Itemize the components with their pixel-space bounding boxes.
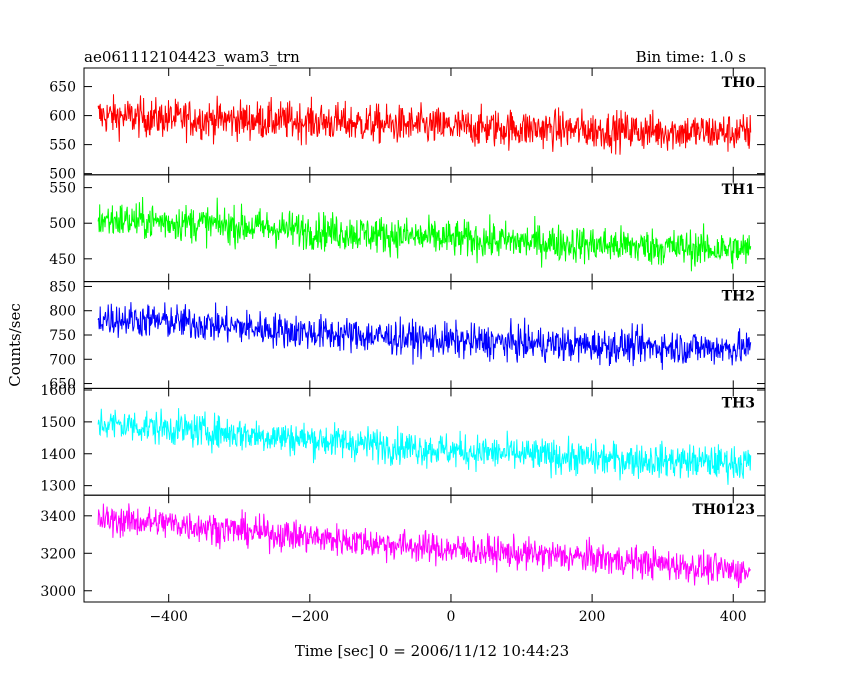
x-tick-label: −200 — [291, 609, 329, 625]
panel-frame — [83, 387, 766, 496]
panel-th0: 500 550 600 650 TH0 — [49, 67, 766, 183]
y-tick-label: 650 — [49, 80, 76, 96]
y-tick-label: 800 — [49, 304, 76, 320]
y-axis-label: Counts/sec — [6, 303, 24, 387]
y-tick-label: 1400 — [40, 447, 76, 463]
panel-frame — [83, 281, 766, 389]
y-tick-label: 550 — [49, 138, 76, 154]
series-line-th2 — [97, 302, 752, 370]
y-tick-label: 1500 — [40, 415, 76, 431]
chart-title-right: Bin time: 1.0 s — [636, 48, 746, 66]
x-tick-label: 200 — [579, 609, 606, 625]
chart-title-left: ae061112104423_wam3_trn — [84, 48, 300, 66]
y-tick-label: 3400 — [40, 509, 76, 525]
panel-tag: TH3 — [722, 395, 755, 411]
y-tick-label: 3200 — [40, 546, 76, 562]
panel-th0123: 3000 3200 3400 TH0123 — [40, 494, 766, 603]
series-line-th0123 — [97, 503, 752, 589]
panel-tag: TH2 — [722, 289, 755, 305]
y-tick-label: 750 — [49, 328, 76, 344]
y-tick-label: 650 — [49, 377, 76, 393]
panel-th2: 650 700 750 800 850 TH2 — [49, 279, 766, 393]
panel-frame — [83, 494, 766, 603]
y-tick-label: 550 — [49, 181, 76, 197]
y-tick-label: 700 — [49, 352, 76, 368]
panel-th3: 1300 1400 1500 1600 TH3 — [40, 383, 766, 496]
panel-tag: TH0123 — [692, 502, 755, 518]
x-tick-label: 0 — [447, 609, 456, 625]
x-tick-label: −400 — [149, 609, 187, 625]
x-tick-label: 400 — [720, 609, 747, 625]
y-tick-label: 1300 — [40, 479, 76, 495]
y-tick-label: 850 — [49, 279, 76, 295]
panel-th1: 450 500 550 TH1 — [49, 174, 766, 283]
panel-tag: TH0 — [722, 75, 756, 91]
y-tick-label: 500 — [49, 167, 76, 183]
y-tick-label: 3000 — [40, 584, 76, 600]
series-line-th0 — [97, 94, 752, 155]
series-line-th1 — [97, 196, 752, 272]
y-tick-label: 600 — [49, 109, 76, 125]
panel-tag: TH1 — [722, 182, 755, 198]
y-tick-label: 500 — [49, 216, 76, 232]
series-line-th3 — [97, 408, 752, 485]
y-tick-label: 450 — [49, 252, 76, 268]
x-axis-label: Time [sec] 0 = 2006/11/12 10:44:23 — [295, 642, 569, 660]
panel-frame — [83, 174, 766, 283]
y-tick-label: 1600 — [40, 383, 76, 399]
